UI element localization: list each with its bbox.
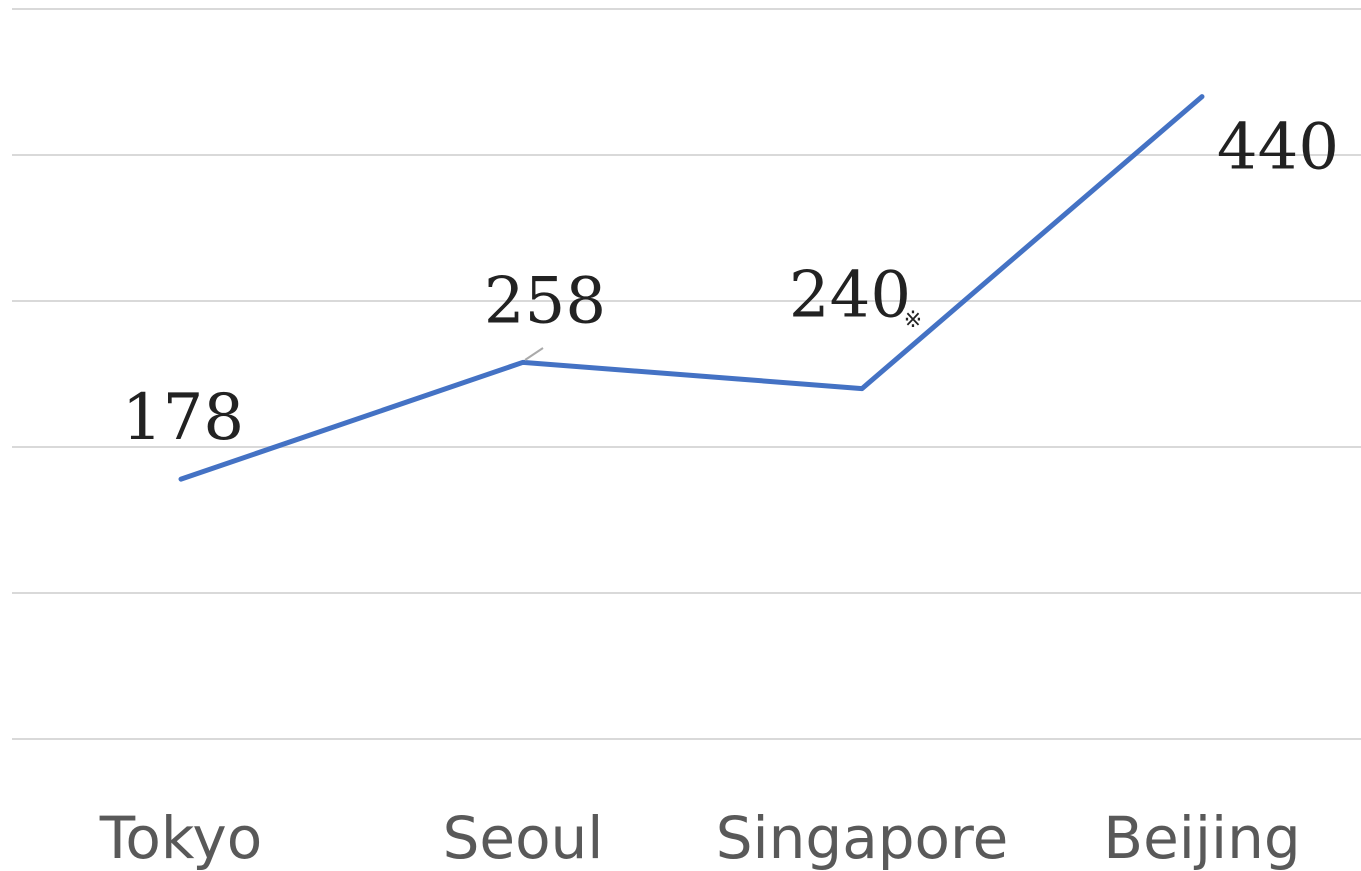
annotation: ※: [904, 308, 922, 333]
x-tick-label: Singapore: [716, 804, 1009, 871]
x-tick-label: Tokyo: [99, 804, 262, 871]
line: [178, 94, 1205, 482]
data-label: 178: [122, 381, 244, 455]
x-tick-label: Seoul: [443, 804, 604, 871]
data-label: 440: [1217, 111, 1339, 185]
leader-line: [524, 347, 544, 361]
data-label: 258: [484, 264, 606, 338]
data-label: 240: [789, 259, 911, 333]
x-tick-label: Beijing: [1103, 804, 1300, 871]
